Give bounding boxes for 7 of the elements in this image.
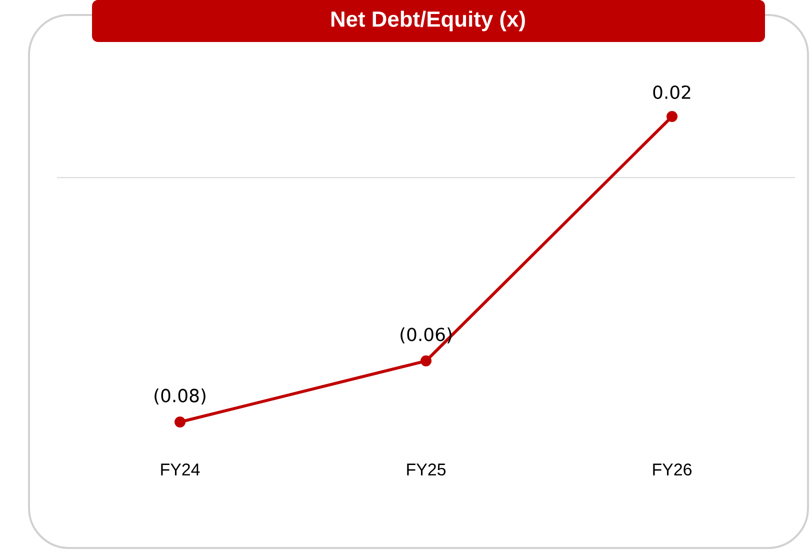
data-label: (0.06) — [400, 327, 452, 344]
x-tick-label: FY26 — [653, 464, 692, 476]
data-label: (0.08) — [154, 388, 206, 404]
chart-title: Net Debt/Equity (x) — [331, 10, 525, 32]
x-tick-label: FY24 — [161, 464, 200, 476]
x-tick-label: FY25 — [407, 464, 446, 476]
data-label: 0.02 — [653, 85, 690, 100]
